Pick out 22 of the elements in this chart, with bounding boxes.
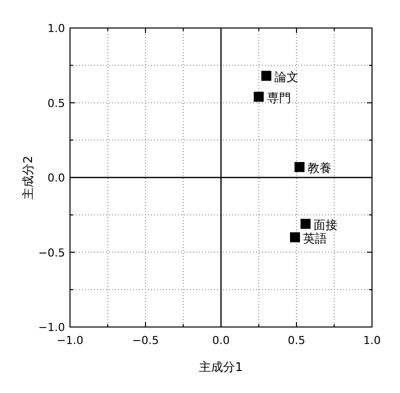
y-tick-label: −0.5 [38,246,65,260]
x-tick-label: 0.0 [212,334,230,347]
y-axis-title: 主成分2 [21,156,35,200]
y-tick-label: 0.5 [48,96,65,110]
series-label: 教養 [308,161,332,176]
y-tick-label: 1.0 [48,22,65,35]
series-label: 専門 [266,90,291,105]
point [294,162,305,172]
point [261,70,272,81]
x-tick-label: 1.0 [363,334,381,347]
point [254,92,264,102]
y-tick-label: −1.0 [38,321,65,334]
x-tick-label: −0.5 [132,334,159,347]
series-label: 論文 [274,70,298,84]
x-tick-label: 0.5 [288,334,306,347]
y-tick-label: 0.0 [48,172,65,184]
x-axis-title: 主成分1 [199,360,243,374]
point [290,232,300,242]
x-tick-label: −1.0 [56,334,84,347]
series-label: 面接 [314,218,338,232]
point [300,218,311,229]
series-label: 英語 [302,231,327,246]
